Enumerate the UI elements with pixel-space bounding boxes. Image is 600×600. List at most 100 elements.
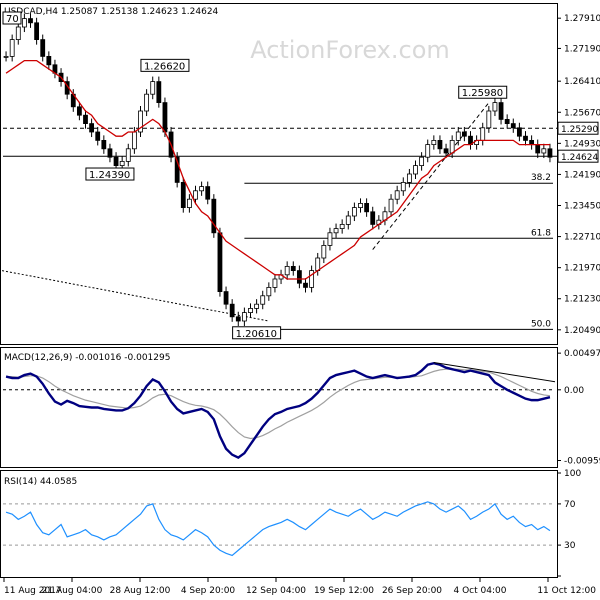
candle-body [394,190,400,200]
macd-panel-frame [0,347,558,468]
candle-body [131,131,137,150]
price-annotation-box [2,11,22,25]
price-annotation: 1.24390 [89,170,130,181]
candle-body [327,232,333,246]
fib-level-label: 50.0 [531,319,551,329]
candle-body [284,265,290,276]
candle-body [95,131,101,141]
candle-body [504,119,510,125]
price-tick-label: 1.20490 [564,326,600,336]
x-tick-label: 11 Oct 12:00 [537,586,596,596]
candle-body [46,56,52,66]
candle-body [125,148,131,162]
price-tick-label: 1.23450 [564,202,600,212]
candle-body [101,139,107,150]
candle-body [156,81,162,103]
candle-body [541,148,547,154]
candle-body [235,316,241,322]
x-tick-label: 28 Aug 12:00 [110,586,171,596]
price-tick-label: 1.21230 [564,295,600,305]
rsi-line [5,501,551,557]
x-tick-label: 12 Sep 04:00 [246,586,306,596]
candle-body [309,270,315,288]
price-header: USDCAD,H4 1.25087 1.25138 1.24623 1.2462… [4,7,219,17]
candle-body [315,257,321,271]
candle-body [144,93,150,112]
candle-body [492,102,498,112]
rsi-panel-frame [0,470,558,578]
candle-body [248,307,253,313]
candle-body [229,303,235,318]
candle-body [223,291,229,305]
x-tick-label: 4 Oct 04:00 [454,586,507,596]
macd-tick-label: 0.004974 [564,349,600,359]
candle-body [186,198,192,208]
candle-body [241,312,247,322]
price-annotation-box [458,85,508,99]
macd-header: MACD(12,26,9) -0.001016 -0.001295 [4,353,170,363]
price-annotation: 70 [6,14,19,25]
candle-body [107,148,113,158]
price-tick-label: 1.24930 [564,139,600,149]
candle-body [138,110,143,133]
candle-body [413,165,418,175]
x-tick-label: 19 Sep 12:00 [314,586,374,596]
rsi-header: RSI(14) 44.0585 [4,477,77,487]
candle-body [547,148,553,158]
candle-body [76,106,82,116]
price-marker-box [557,149,599,163]
candle-body [455,131,461,141]
candle-body [358,202,363,208]
macd-plot [3,362,556,460]
candle-body [180,181,186,208]
macd-tick-label: 0.00 [564,386,584,396]
price-tick-label: 1.27910 [564,14,600,24]
fib-level-label: 61.8 [531,228,551,238]
price-annotation: 1.25980 [462,88,503,99]
candle-body [364,202,370,213]
price-tick-label: 1.22710 [564,233,600,243]
candle-body [162,102,168,133]
candle-body [486,110,492,129]
rsi-tick-label: 70 [564,500,576,510]
candle-body [119,160,125,166]
price-tick-label: 1.21970 [564,264,600,274]
candle-body [83,114,88,124]
price-marker-label: 1.24624 [561,153,598,163]
candle-body [321,244,327,259]
candle-body [510,123,516,129]
price-tick-label: 1.25670 [564,108,600,118]
candle-body [113,156,119,166]
rsi-tick-label: 100 [564,469,581,479]
candle-body [150,81,156,95]
candle-body [89,123,95,133]
macd-signal-line [6,368,551,440]
candle-body [3,56,9,58]
candle-body [272,278,278,288]
candle-body [205,186,211,200]
price-annotation-box [140,58,190,72]
candle-body [34,22,40,40]
macd-line [5,362,551,460]
price-annotation-box [85,167,135,181]
candle-body [303,282,308,288]
macd-tick-label: -0.009591 [564,457,600,467]
x-tick-label: 11 Aug 2017 [4,586,62,596]
candle-body [174,156,180,183]
fib-level-label: 38.2 [531,173,551,183]
price-plot: 38.2 61.8 50.0 1.26620 1.24390 1.20610 1.25980… [1,11,557,340]
candle-body [523,135,528,141]
macd-trendline [433,362,556,383]
candle-body [443,148,449,154]
price-annotation: 1.26620 [144,61,185,72]
candle-body [40,39,46,57]
candle-body [461,131,467,137]
candle-body [345,215,351,225]
candle-body [333,228,339,234]
candle-body [449,139,455,154]
watermark: ActionForex.com [250,36,450,64]
candle-body [290,265,296,271]
x-tick-label: 21 Aug 04:00 [42,586,103,596]
rsi-plot [3,501,553,557]
